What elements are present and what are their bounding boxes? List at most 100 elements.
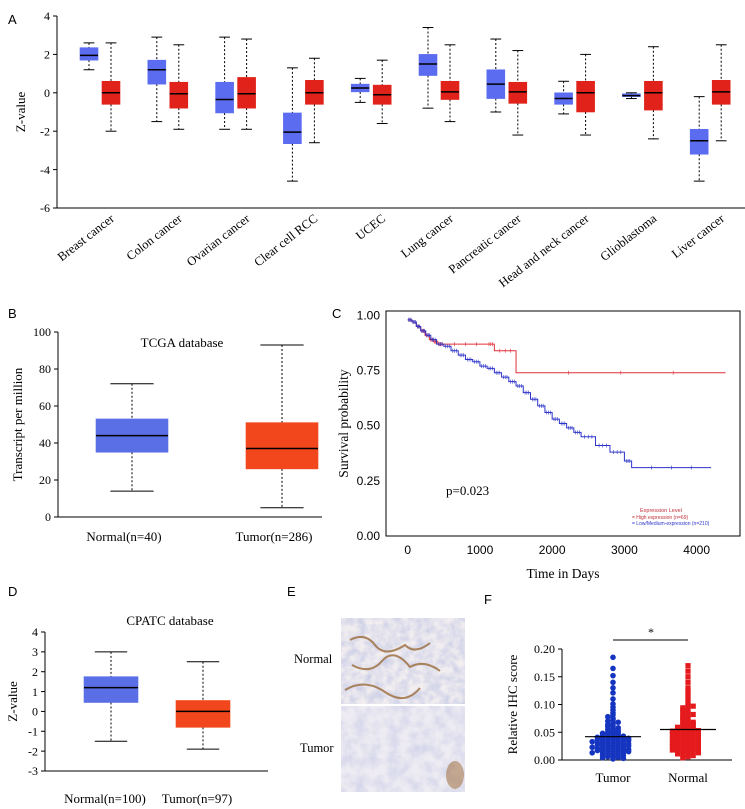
chart-c-x-tick-label: 2000 xyxy=(539,543,566,557)
chart-c-x-tick-label: 1000 xyxy=(467,543,494,557)
chart-f-point-normal xyxy=(685,742,691,748)
chart-b-y-tick-label: 100 xyxy=(33,325,51,339)
chart-f-point-normal xyxy=(690,703,696,709)
chart-f-point-normal xyxy=(685,688,691,694)
chart-f-sig-star: * xyxy=(648,625,654,639)
chart-c-x-tick-label: 3000 xyxy=(611,543,638,557)
chart-f-point-normal xyxy=(680,705,686,711)
chart-f-point-tumor xyxy=(610,665,616,672)
chart-c-legend-title: Expression Level xyxy=(640,508,682,514)
chart-f-point-normal xyxy=(675,732,681,739)
ihc-normal-staining xyxy=(344,635,441,699)
chart-d-y-label: Z-value xyxy=(5,681,20,722)
chart-f-point-normal xyxy=(685,712,691,718)
chart-f-point-tumor xyxy=(625,748,632,755)
chart-f-point-normal xyxy=(695,727,701,734)
panel-label-d: D xyxy=(8,584,17,599)
chart-f-point-normal xyxy=(685,699,691,705)
chart-f-y-label: Relative IHC score xyxy=(505,654,520,754)
chart-f-point-tumor xyxy=(605,753,611,760)
chart-f-point-normal xyxy=(669,736,675,742)
panel-e-ihc: Normal Tumor xyxy=(294,618,465,792)
chart-f-point-normal xyxy=(685,685,691,691)
chart-f-y-tick-label: 0.20 xyxy=(534,642,555,656)
panel-label-a: A xyxy=(8,12,17,27)
chart-a-normal-box xyxy=(689,128,709,155)
chart-f-point-tumor xyxy=(589,738,595,745)
chart-f-point-normal xyxy=(695,730,701,736)
chart-f-point-tumor xyxy=(610,696,616,702)
chart-a-tumor-box xyxy=(237,77,256,109)
chart-d-x-tick-label: Normal(n=100) xyxy=(64,791,146,806)
chart-f-point-normal xyxy=(685,722,691,729)
chart-f-point-normal xyxy=(690,729,696,735)
chart-f-point-normal xyxy=(695,739,701,745)
chart-f-point-normal xyxy=(685,754,691,760)
chart-f-point-normal xyxy=(680,734,686,740)
chart-d-y-tick-label: 2 xyxy=(32,665,38,679)
chart-f-y-tick-label: 0.05 xyxy=(534,725,555,739)
chart-f-point-normal xyxy=(669,740,675,746)
chart-c-x-label: Time in Days xyxy=(526,566,599,581)
chart-a-normal-box xyxy=(215,81,234,114)
chart-f-point-normal xyxy=(680,731,686,738)
chart-f-point-tumor xyxy=(610,756,616,762)
chart-f-x-tick-label: Tumor xyxy=(596,770,632,785)
chart-a-tumor-box xyxy=(508,81,528,104)
chart-d-y-tick-label: -1 xyxy=(28,724,38,738)
chart-a-normal-box xyxy=(147,59,167,85)
chart-a-y-tick-label: -6 xyxy=(40,201,50,215)
chart-c-series-line-0 xyxy=(407,319,726,374)
chart-c-y-label: Survival probability xyxy=(336,369,351,478)
chart-f-point-normal xyxy=(669,728,675,734)
chart-a-y-tick-label: 2 xyxy=(44,48,50,62)
chart-f-x-tick-label: Normal xyxy=(668,770,708,785)
chart-f-point-normal xyxy=(685,690,691,696)
ihc-row-label-normal: Normal xyxy=(294,652,333,666)
chart-c-pvalue: p=0.023 xyxy=(446,483,489,498)
chart-f-point-normal xyxy=(690,740,696,746)
chart-f-point-normal xyxy=(690,721,696,727)
chart-f-point-normal xyxy=(685,668,691,674)
chart-a-tumor-box xyxy=(644,80,663,111)
chart-a-x-tick-label: UCEC xyxy=(353,211,388,243)
chart-f-point-normal xyxy=(695,736,701,742)
chart-f-point-normal xyxy=(680,745,686,751)
chart-c-legend-high: = High expression (n=69) xyxy=(632,515,688,521)
chart-a-tumor-box xyxy=(576,80,595,113)
chart-d: -3 -2 -1 0 1 2 3 4 Z-value CPATC database Normal(n… xyxy=(5,613,268,806)
chart-b-y-tick-label: 20 xyxy=(39,473,51,487)
chart-f-y-tick-label: 0.10 xyxy=(534,698,555,712)
chart-b-y-tick-label: 40 xyxy=(39,436,51,450)
chart-a-x-tick-label: Breast cancer xyxy=(55,211,118,264)
chart-f-point-normal xyxy=(680,716,686,722)
chart-f-point-normal xyxy=(680,710,686,716)
chart-f-point-normal xyxy=(690,732,696,738)
chart-b-box-1-box xyxy=(245,422,319,470)
chart-a-y-tick-label: 4 xyxy=(44,9,50,23)
chart-f-point-normal xyxy=(669,747,675,753)
chart-f-point-normal xyxy=(680,755,686,761)
chart-a-x-tick-label: Liver cancer xyxy=(669,211,728,261)
chart-f-point-tumor xyxy=(615,719,621,726)
chart-f: 0.00 0.05 0.10 0.15 0.20 Relative IHC score * T… xyxy=(505,625,732,785)
chart-f-point-tumor xyxy=(620,755,627,762)
chart-f-point-normal xyxy=(685,663,691,669)
chart-f-point-normal xyxy=(690,743,696,749)
chart-f-point-normal xyxy=(669,731,675,738)
chart-f-point-normal xyxy=(685,703,691,709)
chart-f-point-normal xyxy=(685,693,691,699)
chart-a-x-tick-label: Clear cell RCC xyxy=(251,211,320,269)
chart-b-y-tick-label: 80 xyxy=(39,362,51,376)
chart-f-point-tumor xyxy=(610,690,616,696)
chart-f-point-normal xyxy=(685,696,691,702)
chart-c-y-tick-label: 0.00 xyxy=(357,529,381,543)
chart-a-x-tick-label: Colon cancer xyxy=(124,211,186,263)
chart-f-point-normal xyxy=(690,735,696,741)
panel-label-f: F xyxy=(484,592,492,607)
chart-a-y-tick-label: 0 xyxy=(44,86,50,100)
chart-f-point-normal xyxy=(680,740,686,746)
chart-c-y-tick-label: 0.50 xyxy=(357,419,381,433)
chart-f-point-normal xyxy=(685,728,691,734)
